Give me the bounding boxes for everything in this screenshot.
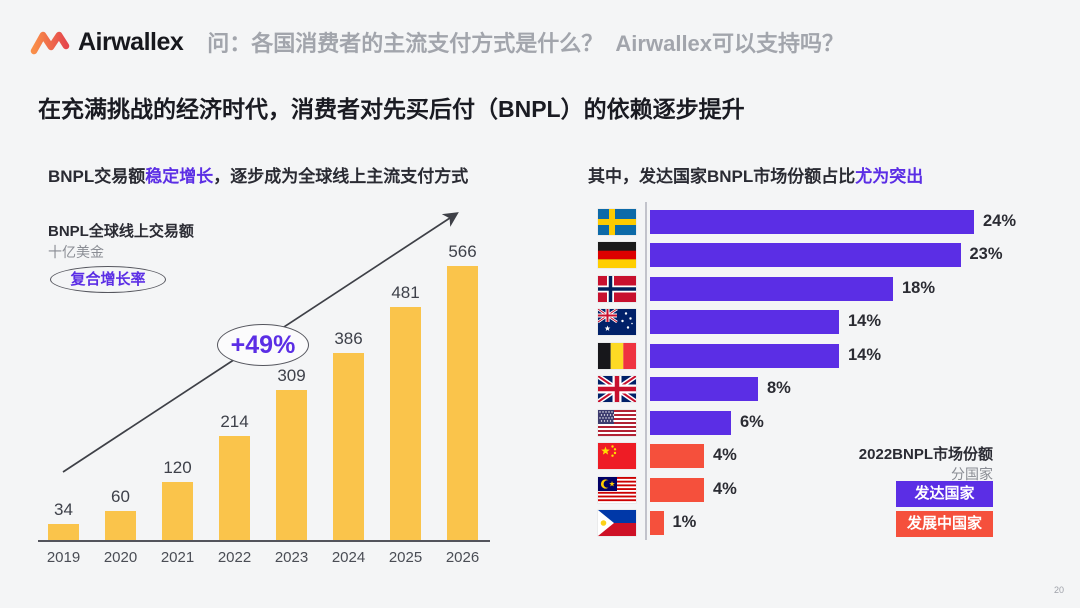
bar-2021 <box>162 482 193 540</box>
bar-2026 <box>447 266 478 540</box>
bar-value-label: 6% <box>740 412 764 431</box>
bar-value-label: 1% <box>672 513 697 531</box>
bar-sweden <box>650 209 974 234</box>
bar-value-label: 4% <box>713 479 737 498</box>
page-number: 20 <box>1053 585 1064 595</box>
x-tick-2025: 2025 <box>388 549 423 566</box>
usa-flag-icon <box>598 409 636 436</box>
bar-2020 <box>105 511 136 540</box>
question-secondary: Airwallex可以支持吗？ <box>615 31 845 56</box>
left-subtitle-part1: BNPL交易额 <box>48 167 146 186</box>
x-tick-2020: 2020 <box>103 549 138 566</box>
right-chart-subtitle: 其中，发达国家BNPL市场份额占比尤为突出 <box>588 162 923 187</box>
bar-uk <box>650 377 758 401</box>
bar-value-label: 214 <box>220 412 249 431</box>
bar-2022 <box>219 436 250 540</box>
airwallex-logo-icon <box>30 31 70 55</box>
legend-chip-developed: 发达国家 <box>896 481 993 507</box>
germany-flag-icon <box>598 242 636 268</box>
brand-name: Airwallex <box>78 27 184 56</box>
right-subtitle-accent: 尤为突出 <box>855 167 924 186</box>
x-tick-2021: 2021 <box>160 549 195 566</box>
left-chart-x-axis <box>38 540 490 542</box>
question-primary: 问：各国消费者的主流支付方式是什么？ <box>207 31 604 56</box>
right-chart-y-axis <box>645 202 647 540</box>
bar-value-label: 481 <box>391 283 420 302</box>
bar-value-label: 309 <box>277 366 306 385</box>
bar-malaysia <box>650 477 704 502</box>
malaysia-flag-icon <box>598 476 636 503</box>
australia-flag-icon <box>598 309 636 335</box>
bar-value-label: 14% <box>848 345 882 364</box>
header-question: 问：各国消费者的主流支付方式是什么？ Airwallex可以支持吗？ <box>207 26 850 58</box>
cagr-annotation: +49% <box>217 324 309 366</box>
bar-value-label: 14% <box>848 312 882 330</box>
uk-flag-icon <box>598 376 636 402</box>
bar-australia <box>650 310 839 334</box>
bar-value-label: 386 <box>334 329 363 348</box>
bar-value-label: 120 <box>163 458 192 477</box>
bar-value-label: 18% <box>902 278 936 297</box>
bar-norway <box>650 276 893 301</box>
bar-value-label: 34 <box>54 500 73 519</box>
right-subtitle-part1: 其中，发达国家BNPL市场份额占比 <box>588 167 856 186</box>
x-tick-2024: 2024 <box>331 549 366 566</box>
bar-value-label: 8% <box>767 379 791 397</box>
bar-2019 <box>48 524 79 540</box>
left-chart-subtitle: BNPL交易额稳定增长，逐步成为全球线上主流支付方式 <box>48 162 468 187</box>
philippines-flag-icon <box>598 510 636 536</box>
legend-subtitle: 分国家 <box>951 466 993 482</box>
bar-usa <box>650 410 731 435</box>
legend-title: 2022BNPL市场份额 <box>858 446 993 463</box>
cagr-badge: 复合增长率 <box>50 266 166 293</box>
legend-chip-developing: 发展中国家 <box>896 511 993 537</box>
x-tick-2019: 2019 <box>46 549 81 566</box>
china-flag-icon <box>598 443 636 469</box>
airwallex-logo: Airwallex <box>30 27 184 57</box>
sweden-flag-icon <box>598 208 636 235</box>
bar-value-label: 60 <box>111 487 130 506</box>
bar-2023 <box>276 390 307 540</box>
x-tick-2022: 2022 <box>217 549 252 566</box>
bar-2024 <box>333 353 364 540</box>
bar-value-label: 4% <box>713 446 737 464</box>
left-subtitle-accent: 稳定增长 <box>145 167 214 186</box>
left-chart-series-label: BNPL全球线上交易额 <box>48 223 194 240</box>
left-subtitle-part2: ，逐步成为全球线上主流支付方式 <box>213 167 469 186</box>
page-title: 在充满挑战的经济时代，消费者对先买后付（BNPL）的依赖逐步提升 <box>38 96 745 122</box>
bar-philippines <box>650 511 664 535</box>
bar-belgium <box>650 343 839 368</box>
bar-value-label: 566 <box>448 242 477 261</box>
x-tick-2023: 2023 <box>274 549 309 566</box>
norway-flag-icon <box>598 275 636 302</box>
bar-germany <box>650 243 961 267</box>
bar-china <box>650 444 704 468</box>
left-chart-unit-label: 十亿美金 <box>48 244 104 260</box>
x-tick-2026: 2026 <box>445 549 480 566</box>
bar-value-label: 23% <box>969 245 1003 263</box>
header: Airwallex 问：各国消费者的主流支付方式是什么？ Airwallex可以… <box>30 26 850 58</box>
belgium-flag-icon <box>598 342 636 369</box>
bar-2025 <box>390 307 421 540</box>
bar-value-label: 24% <box>983 211 1017 230</box>
